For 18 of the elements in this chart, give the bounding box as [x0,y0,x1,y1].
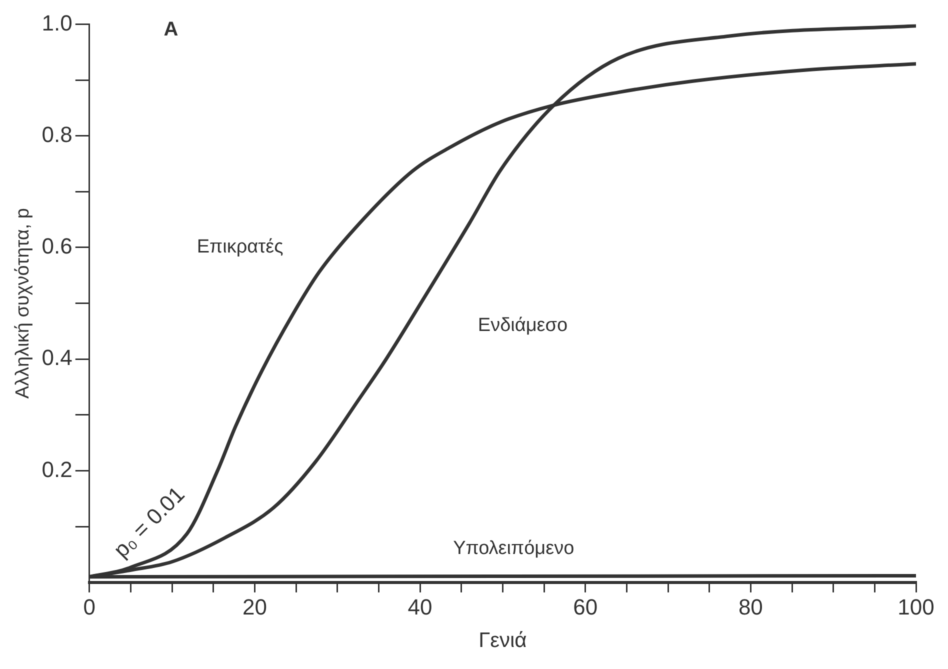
x-tick-label: 20 [242,594,267,620]
y-tick-label: 0.8 [42,122,72,147]
y-tick-label: 0.6 [42,234,72,259]
x-tick-label: 60 [573,594,598,620]
y-tick-label: 0.2 [42,456,72,482]
x-tick-label: 80 [738,594,763,620]
y-tick-label: 0.4 [42,345,72,370]
y-tick-label: 1.0 [42,10,72,36]
x-axis-title: Γενιά [478,629,527,652]
series-label: Υπολειπόμενο [453,538,574,560]
series-label: Επικρατές [196,236,284,258]
annotation: p₀ = 0.01 [108,482,190,562]
x-tick-label: 40 [408,594,432,620]
text: Ενδιάμεσο [478,314,568,336]
y-axis-title: Αλληλική συχνότητα, p [12,208,34,399]
x-tick-label: 0 [83,594,96,620]
annotation: A [164,18,178,40]
x-tick-label: 100 [898,594,934,620]
